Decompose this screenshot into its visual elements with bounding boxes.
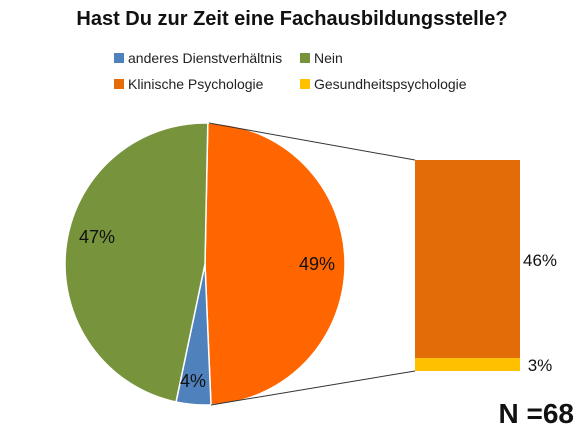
legend-label: Klinische Psychologie [128, 76, 264, 92]
pie-slice-0 [204, 122, 346, 406]
bar-segment-1 [415, 358, 520, 371]
legend-item-anderes: anderes Dienstverhältnis [114, 50, 282, 66]
legend-item-nein: Nein [300, 50, 343, 66]
bar-segment-0 [415, 160, 520, 359]
legend-label: Nein [314, 50, 343, 66]
sample-size-annotation: N =68 [498, 398, 575, 429]
connector-line-top [208, 122, 416, 161]
legend-swatch-orange [114, 79, 124, 89]
legend-swatch-green [300, 53, 310, 63]
legend-item-gesundheit: Gesundheitspsychologie [300, 76, 467, 92]
chart-title: Hast Du zur Zeit eine Fachausbildungsste… [76, 8, 508, 30]
legend-swatch-yellow [300, 79, 310, 89]
pie-data-label-1: 4% [180, 371, 206, 391]
legend-label: Gesundheitspsychologie [314, 76, 467, 92]
legend-item-klinische: Klinische Psychologie [114, 76, 263, 92]
connector-line-bottom [210, 370, 416, 406]
bar-data-label-1: 3% [528, 356, 553, 375]
pie-slice-2 [64, 122, 209, 403]
pie-data-label-2: 47% [79, 227, 115, 247]
legend-swatch-blue [114, 53, 124, 63]
legend-label: anderes Dienstverhältnis [128, 50, 283, 66]
pie-data-label-0: 49% [299, 254, 335, 274]
bar-data-label-0: 46% [523, 251, 557, 270]
